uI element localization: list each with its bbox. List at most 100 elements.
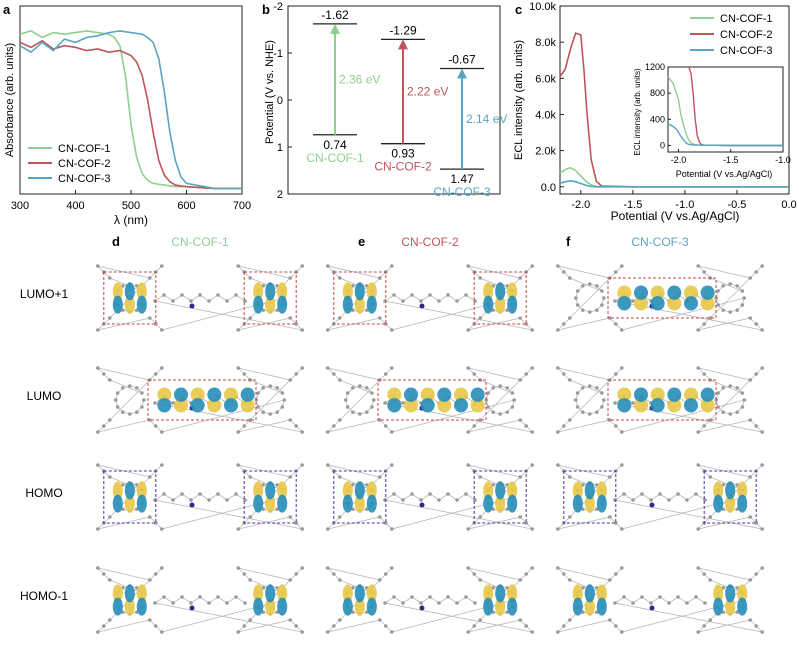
- atom: [702, 624, 706, 628]
- atom: [708, 475, 712, 479]
- orbital-lobe-positive: [737, 584, 748, 603]
- orbital-cell: [326, 566, 534, 634]
- legend-label-a: CN-COF-1: [58, 143, 111, 155]
- atom: [248, 578, 252, 582]
- atom: [256, 405, 260, 409]
- orbital-lobe-negative: [667, 285, 682, 300]
- atom: [631, 498, 635, 502]
- atom: [524, 624, 528, 628]
- orbital-lobe-positive: [136, 282, 147, 301]
- panel-letter-c: c: [515, 2, 522, 17]
- atom: [524, 322, 528, 326]
- atom: [446, 293, 450, 297]
- orbital-lobe-negative: [157, 398, 172, 413]
- atom: [351, 386, 355, 390]
- orbital-lobe-negative: [650, 398, 665, 413]
- orbital-lobe-negative: [265, 584, 276, 603]
- orbital-lobe-negative: [404, 387, 418, 402]
- x-tick-label-c: 0.0: [781, 199, 796, 211]
- atom: [326, 630, 330, 634]
- atom: [464, 492, 468, 496]
- atom: [102, 624, 106, 628]
- atom: [478, 515, 483, 519]
- atom: [568, 276, 572, 280]
- atom: [608, 578, 612, 582]
- atom: [575, 303, 580, 307]
- atom: [721, 410, 725, 414]
- orbital-lobe-negative: [617, 296, 632, 311]
- atom: [614, 372, 618, 376]
- highlight-box: [147, 379, 257, 421]
- atom: [154, 322, 158, 326]
- atom: [696, 366, 700, 370]
- atom: [108, 276, 112, 280]
- atom: [102, 372, 106, 376]
- atom: [740, 289, 745, 293]
- orbital-lobe-positive: [667, 296, 682, 311]
- atom: [518, 475, 522, 479]
- atom: [530, 366, 534, 370]
- atom: [171, 401, 175, 405]
- panel-letter-d: d: [112, 234, 120, 249]
- atom: [242, 372, 246, 376]
- orbital-lobe-positive: [725, 494, 736, 513]
- material-name-label: CN-COF-1: [306, 151, 364, 165]
- atom: [236, 527, 240, 531]
- orbital-lobe-positive: [572, 481, 583, 500]
- atom: [602, 398, 606, 402]
- atom: [622, 595, 626, 599]
- atom: [234, 595, 238, 599]
- atom: [478, 418, 483, 422]
- atom: [154, 372, 158, 376]
- atom: [530, 328, 534, 332]
- x-tick-label-a: 600: [177, 200, 195, 212]
- gap-arrow-head: [398, 39, 408, 50]
- atom: [562, 624, 566, 628]
- atom: [562, 322, 566, 326]
- atom: [640, 595, 644, 599]
- atom: [600, 303, 604, 307]
- orbital-lobe-positive: [737, 481, 748, 500]
- atom: [600, 391, 604, 395]
- panel-letter-e: e: [358, 234, 365, 249]
- series-line-a-3: [19, 30, 242, 190]
- legend-label-c: CN-COF-2: [720, 29, 773, 41]
- legend-label-a: CN-COF-2: [58, 158, 111, 170]
- atom: [530, 264, 534, 268]
- atom: [716, 303, 720, 307]
- atom: [332, 624, 336, 628]
- highlight-box: [333, 271, 387, 325]
- atom: [154, 424, 158, 428]
- atom: [518, 418, 522, 422]
- atom: [390, 264, 394, 268]
- atom: [410, 293, 414, 297]
- atom: [631, 299, 635, 303]
- orbital-lobe-positive: [470, 398, 485, 413]
- orbital-lobe-negative: [253, 597, 264, 616]
- atom: [384, 572, 388, 576]
- orbital-lobe-negative: [650, 296, 665, 311]
- atom: [622, 492, 626, 496]
- atom: [708, 578, 712, 582]
- atom: [234, 293, 238, 297]
- orbital-lobe-positive: [265, 494, 276, 513]
- orbital-cell: [326, 264, 534, 332]
- atom: [225, 601, 229, 605]
- orbital-lobe-positive: [124, 597, 135, 616]
- atom: [180, 293, 184, 297]
- orbital-lobe-positive: [342, 481, 353, 500]
- orbital-lobe-positive: [617, 387, 632, 402]
- atom: [288, 378, 293, 382]
- orbital-lobe-positive: [354, 295, 365, 314]
- orbital-lobe-negative: [483, 295, 494, 314]
- atom: [198, 293, 202, 297]
- highlight-box: [243, 271, 297, 325]
- orbital-lobe-positive: [420, 387, 435, 402]
- atom: [332, 424, 336, 428]
- row-label-lumo-plus-1: LUMO+1: [20, 287, 69, 301]
- atom: [140, 405, 144, 409]
- atom: [248, 475, 252, 479]
- orbital-lobe-positive: [437, 398, 452, 413]
- orbital-lobe-negative: [136, 494, 147, 513]
- atom: [620, 463, 624, 467]
